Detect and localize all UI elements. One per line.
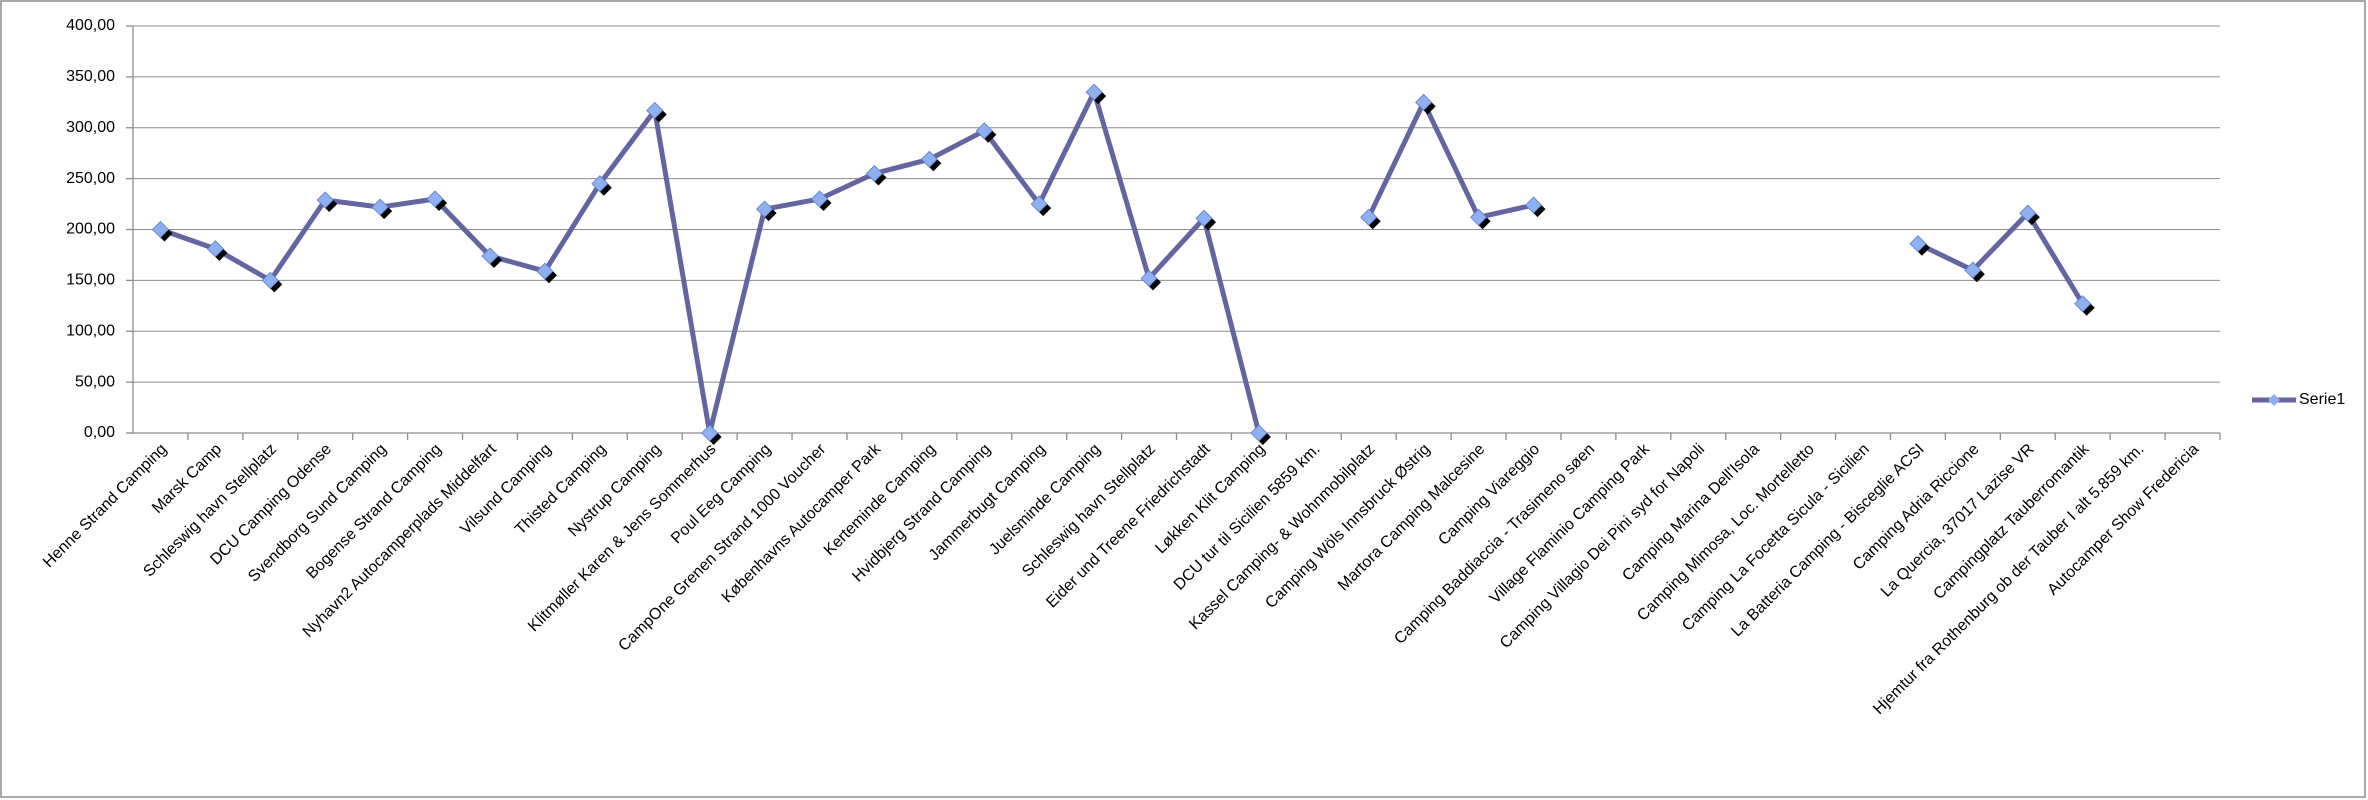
y-tick-label: 400,00 — [66, 17, 115, 34]
y-tick-label: 250,00 — [66, 170, 115, 187]
y-tick-label: 200,00 — [66, 221, 115, 238]
marker — [1360, 208, 1378, 226]
marker — [1140, 269, 1158, 287]
marker — [975, 122, 993, 140]
y-tick-label: 350,00 — [66, 68, 115, 85]
marker — [1415, 93, 1433, 111]
marker — [371, 198, 389, 216]
marker — [2019, 204, 2037, 222]
marker — [1195, 209, 1213, 227]
y-tick-label: 50,00 — [75, 373, 115, 390]
marker — [810, 190, 829, 208]
marker — [1030, 195, 1048, 213]
marker — [1964, 261, 1982, 279]
marker — [701, 424, 719, 442]
legend-label: Serie1 — [2299, 391, 2345, 408]
marker — [151, 220, 170, 239]
marker — [536, 262, 554, 280]
y-tick-label: 0,00 — [84, 424, 115, 441]
y-tick-label: 150,00 — [66, 272, 115, 289]
marker — [756, 200, 774, 218]
marker — [2074, 295, 2092, 313]
y-tick-label: 100,00 — [66, 322, 115, 339]
marker — [206, 240, 224, 258]
legend-marker — [2268, 394, 2280, 406]
y-tick-label: 300,00 — [66, 119, 115, 136]
marker — [426, 190, 444, 208]
marker — [316, 191, 334, 209]
marker — [1250, 424, 1268, 442]
marker — [646, 101, 664, 120]
marker — [920, 150, 938, 168]
marker — [591, 175, 609, 193]
marker — [1909, 235, 1927, 253]
marker — [1085, 83, 1103, 101]
marker — [261, 271, 279, 289]
marker — [481, 247, 499, 265]
marker — [865, 164, 883, 183]
marker — [1470, 208, 1488, 226]
marker — [1524, 196, 1543, 214]
